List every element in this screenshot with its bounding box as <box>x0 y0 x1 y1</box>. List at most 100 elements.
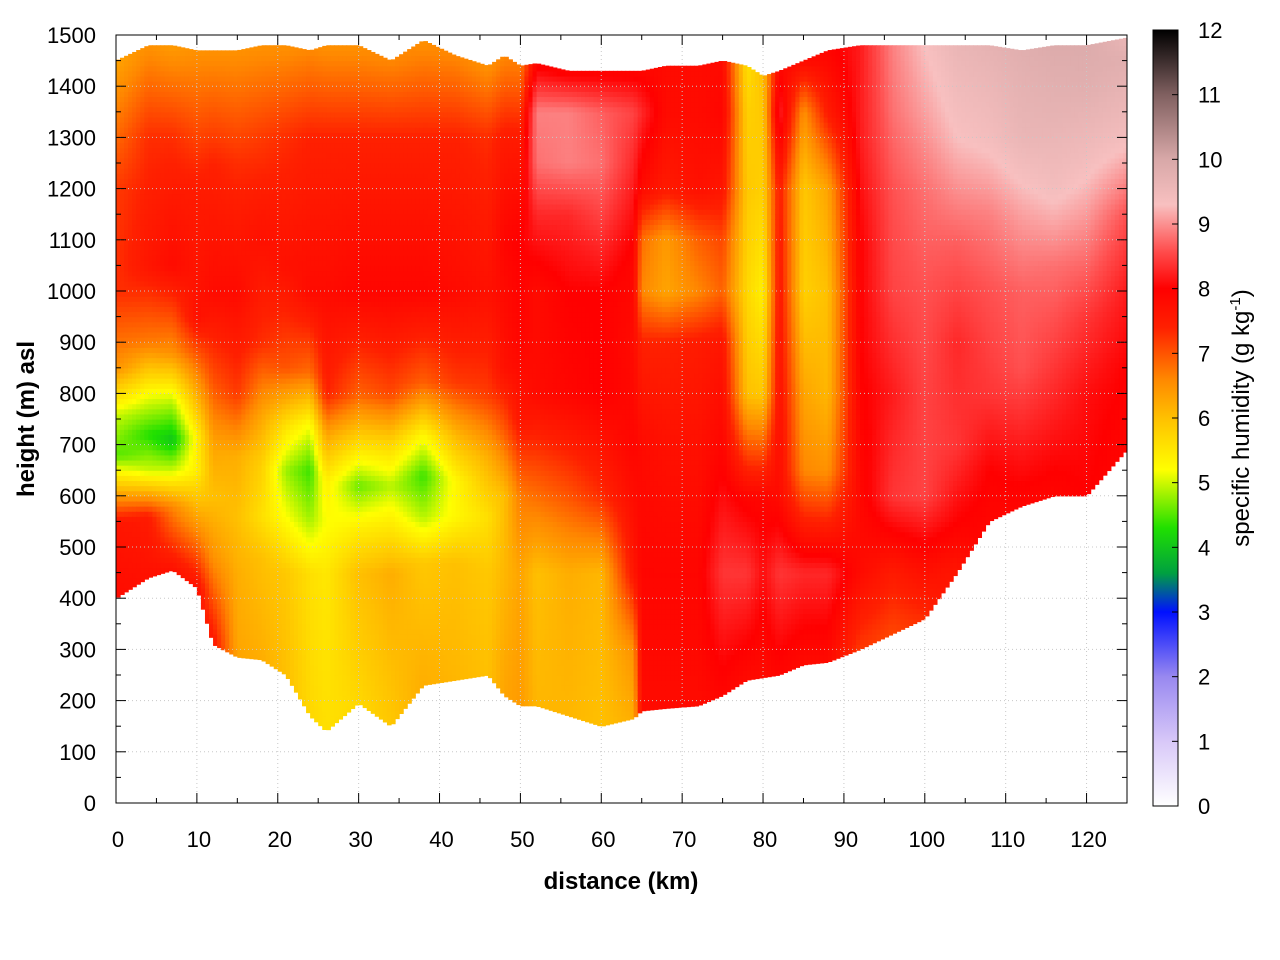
heatmap-cell <box>289 531 295 538</box>
heatmap-cell <box>285 608 291 615</box>
heatmap-cell <box>253 495 259 502</box>
heatmap-cell <box>192 280 198 287</box>
heatmap-cell <box>140 352 145 359</box>
heatmap-cell <box>144 321 149 328</box>
heatmap-cell <box>281 116 287 123</box>
heatmap-cell <box>233 388 238 394</box>
heatmap-cell <box>269 449 275 456</box>
heatmap-cell <box>160 101 166 108</box>
heatmap-cell <box>168 408 174 415</box>
heatmap-cell <box>249 111 255 118</box>
heatmap-cell <box>180 419 186 425</box>
heatmap-cell <box>132 106 137 113</box>
heatmap-cell <box>229 337 234 343</box>
heatmap-cell <box>281 613 287 620</box>
heatmap-column <box>120 57 125 595</box>
heatmap-cell <box>229 255 234 261</box>
heatmap-cell <box>152 413 158 420</box>
heatmap-cell <box>116 439 121 446</box>
heatmap-cell <box>237 444 242 451</box>
heatmap-cell <box>124 101 129 108</box>
heatmap-cell <box>124 70 129 77</box>
heatmap-cell <box>217 536 222 543</box>
heatmap-cell <box>285 644 291 650</box>
heatmap-cell <box>265 296 271 302</box>
heatmap-cell <box>221 311 226 318</box>
heatmap-cell <box>132 521 137 528</box>
heatmap-cell <box>188 296 194 302</box>
heatmap-cell <box>221 255 226 261</box>
heatmap-cell <box>156 506 162 512</box>
heatmap-cell <box>172 403 178 410</box>
heatmap-cell <box>221 541 226 548</box>
heatmap-column <box>273 45 279 670</box>
heatmap-cell <box>136 383 141 389</box>
heatmap-cell <box>172 331 178 338</box>
heatmap-cell <box>148 321 153 328</box>
heatmap-cell <box>265 173 271 179</box>
heatmap-cell <box>156 45 162 51</box>
heatmap-cell <box>136 106 141 113</box>
heatmap-cell <box>269 291 275 297</box>
heatmap-cell <box>281 378 287 384</box>
heatmap-cell <box>196 157 202 164</box>
heatmap-cell <box>265 280 271 287</box>
heatmap-cell <box>128 163 133 169</box>
heatmap-cell <box>277 224 283 231</box>
heatmap-cell <box>273 403 279 410</box>
heatmap-cell <box>217 234 222 241</box>
heatmap-cell <box>233 219 238 226</box>
heatmap-cell <box>140 347 145 354</box>
heatmap-cell <box>120 552 125 558</box>
heatmap-cell <box>196 587 202 594</box>
heatmap-cell <box>213 372 218 379</box>
heatmap-cell <box>221 623 226 630</box>
heatmap-cell <box>261 490 267 497</box>
heatmap-cell <box>225 367 230 374</box>
heatmap-cell <box>116 557 121 563</box>
heatmap-cell <box>241 577 246 584</box>
heatmap-cell <box>184 260 190 266</box>
heatmap-cell <box>289 511 295 517</box>
heatmap-cell <box>225 301 230 307</box>
heatmap-cell <box>273 311 279 318</box>
heatmap-cell <box>261 449 267 456</box>
heatmap-cell <box>209 55 214 62</box>
heatmap-cell <box>209 111 214 118</box>
heatmap-cell <box>188 183 194 190</box>
heatmap-cell <box>140 398 145 405</box>
heatmap-cell <box>196 490 202 497</box>
heatmap-cell <box>120 214 125 220</box>
heatmap-cell <box>136 475 141 482</box>
heatmap-cell <box>184 301 190 307</box>
heatmap-cell <box>116 362 121 369</box>
heatmap-cell <box>233 562 238 569</box>
heatmap-cell <box>241 429 246 435</box>
heatmap-cell <box>148 316 153 323</box>
heatmap-cell <box>269 439 275 446</box>
heatmap-cell <box>229 557 234 563</box>
heatmap-cell <box>176 306 182 313</box>
heatmap-cell <box>265 582 271 589</box>
heatmap-cell <box>213 122 218 128</box>
heatmap-cell <box>285 111 291 118</box>
heatmap-cell <box>128 521 133 528</box>
heatmap-cell <box>273 511 279 517</box>
heatmap-cell <box>233 111 238 118</box>
heatmap-cell <box>269 552 275 558</box>
heatmap-cell <box>188 444 194 451</box>
heatmap-cell <box>277 147 283 154</box>
heatmap-cell <box>233 649 238 656</box>
heatmap-cell <box>156 255 162 261</box>
heatmap-cell <box>221 173 226 179</box>
heatmap-cell <box>176 296 182 302</box>
heatmap-cell <box>204 582 210 589</box>
heatmap-cell <box>289 603 295 610</box>
heatmap-cell <box>144 490 149 497</box>
heatmap-cell <box>132 270 137 277</box>
heatmap-cell <box>184 398 190 405</box>
heatmap-cell <box>257 572 263 579</box>
heatmap-cell <box>128 214 133 220</box>
heatmap-cell <box>217 393 222 400</box>
heatmap-cell <box>160 403 166 410</box>
